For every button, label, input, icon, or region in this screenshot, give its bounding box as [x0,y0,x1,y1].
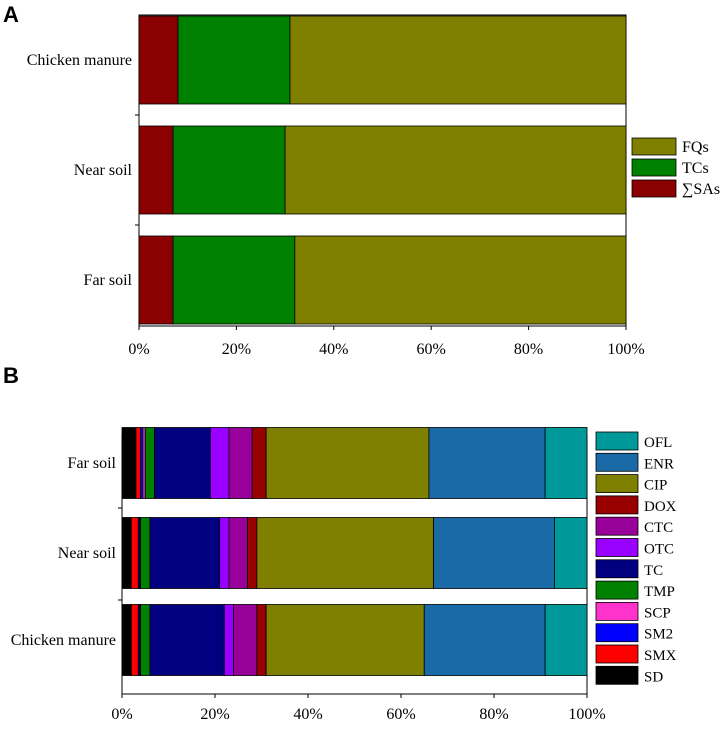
bar-near-soil-sum-sas [138,125,174,215]
x-tick-label: 0% [111,706,132,723]
x-tick-label: 100% [607,341,644,358]
legend: OFL ENR CIP DOX CTC OTC TC TMP SCP SM2 SMX SD [595,431,677,685]
x-tick-label: 60% [417,341,446,358]
legend-label-tcs: TCs [682,160,709,177]
legend-swatch-tmp [595,580,639,600]
x-tick-label: 20% [200,706,229,723]
bar-chicken-manure-enr [423,604,546,676]
legend-label-cip: CIP [644,478,667,494]
legend-label-sm2: SM2 [644,627,673,643]
bar-far-soil-otc [209,427,230,499]
panel-a-chart: Chicken manure Near soil Far soil 0% 20% 40% 6… [27,14,720,358]
category-label-chicken-manure: Chicken manure [27,52,132,69]
legend-label-fqs: FQs [682,139,709,156]
legend-swatch-enr [595,452,639,472]
legend-label-ofl: OFL [644,435,672,451]
bar-near-soil-cip [256,517,434,589]
bar-far-soil-enr [428,427,546,499]
x-tick-label: 80% [514,341,543,358]
bar-far-soil-ofl [544,427,588,499]
legend-label-dox: DOX [644,499,677,515]
bar-near-soil-dox [247,517,258,589]
bar-far-soil-tcs [172,235,296,325]
panel-a-label: A [3,2,19,27]
category-label-near-soil: Near soil [58,545,117,562]
bar-far-soil-cip [265,427,430,499]
bar-chicken-manure-ctc [233,604,258,676]
bar-near-soil-ofl [554,517,588,589]
bar-far-soil-tmp [144,427,155,499]
legend-label-otc: OTC [644,542,674,558]
legend-swatch-ctc [595,516,639,536]
bar-far-soil-smx [135,427,141,499]
legend-label-tc: TC [644,563,663,579]
legend-swatch-tc [595,559,639,579]
legend-swatch-cip [595,474,639,494]
legend-label-sum-sas: ∑SAs [682,181,720,198]
legend-swatch-smx [595,644,639,664]
bar-far-soil-tc [154,427,211,499]
bar-far-soil-sum-sas [138,235,174,325]
x-tick-label: 100% [568,706,605,723]
legend-swatch-otc [595,538,639,557]
legend-label-ctc: CTC [644,520,673,536]
legend-label-tmp: TMP [644,584,675,600]
x-tick-label: 80% [479,706,508,723]
legend-swatch-dox [595,495,639,515]
bar-chicken-manure-dox [256,604,267,676]
bar-chicken-manure-tc [149,604,225,676]
legend-swatch-sd [595,665,639,685]
legend-swatch-scp [595,602,639,621]
x-tick-label: 0% [128,341,149,358]
legend-swatch-tcs [631,158,677,177]
bar-chicken-manure-otc [223,604,235,676]
bar-near-soil-otc [219,517,230,589]
legend-swatch-fqs [631,137,677,156]
bar-chicken-manure-ofl [544,604,588,676]
x-tick-label: 40% [293,706,322,723]
bar-near-soil-sd [121,517,132,589]
bar-chicken-manure-tcs [177,15,291,105]
bar-far-soil-ctc [228,427,253,499]
bar-near-soil-tc [149,517,221,589]
category-label-near-soil: Near soil [74,162,133,179]
bar-near-soil-enr [433,517,555,589]
category-label-far-soil: Far soil [68,455,117,472]
bar-chicken-manure-sd [121,604,132,676]
bar-near-soil-tcs [172,125,286,215]
bar-far-soil-dox [251,427,267,499]
legend-label-enr: ENR [644,456,674,472]
bar-chicken-manure-cip [265,604,425,676]
bar-chicken-manure-sum-sas [138,15,179,105]
bar-near-soil-ctc [228,517,248,589]
panel-b-chart: Far soil Near soil Chicken manure 0% 20% 40% 6… [11,427,677,723]
bar-far-soil-fqs [294,235,627,325]
bar-near-soil-tmp [140,517,151,589]
panel-b-label: B [3,363,19,388]
legend-swatch-ofl [595,431,639,451]
legend-swatch-sm2 [595,623,639,643]
bar-near-soil-fqs [284,125,627,215]
legend-label-smx: SMX [644,648,677,664]
bar-chicken-manure-smx [130,604,139,676]
x-tick-label: 20% [222,341,251,358]
legend-label-scp: SCP [644,605,671,621]
legend-swatch-sum-sas [631,179,677,198]
bar-chicken-manure-tmp [140,604,151,676]
bar-far-soil-sd [121,427,137,499]
x-tick-label: 40% [319,341,348,358]
category-label-chicken-manure: Chicken manure [11,632,116,649]
bar-chicken-manure-fqs [289,15,627,105]
bar-near-soil-smx [130,517,139,589]
legend: FQs TCs ∑SAs [631,137,720,198]
legend-label-sd: SD [644,669,663,685]
x-tick-label: 60% [386,706,415,723]
category-label-far-soil: Far soil [84,272,133,289]
